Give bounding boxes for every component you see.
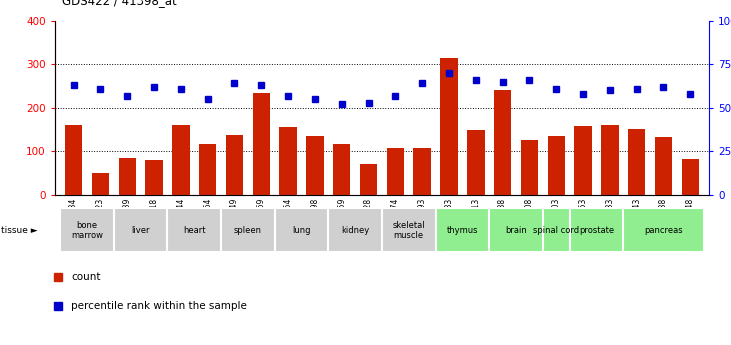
Text: GDS422 / 41398_at: GDS422 / 41398_at <box>62 0 177 7</box>
Bar <box>118 158 136 195</box>
FancyBboxPatch shape <box>114 208 167 252</box>
Bar <box>91 173 109 195</box>
Bar <box>253 92 270 195</box>
Text: heart: heart <box>183 226 205 235</box>
Text: tissue ►: tissue ► <box>1 226 37 235</box>
Text: thymus: thymus <box>447 226 478 235</box>
Bar <box>360 164 377 195</box>
Bar <box>226 135 243 195</box>
Bar <box>279 127 297 195</box>
FancyBboxPatch shape <box>275 208 328 252</box>
FancyBboxPatch shape <box>436 208 489 252</box>
Bar <box>414 148 431 195</box>
Bar <box>306 136 324 195</box>
Text: brain: brain <box>505 226 527 235</box>
Text: skeletal
muscle: skeletal muscle <box>393 220 425 240</box>
Bar <box>681 159 699 195</box>
Text: percentile rank within the sample: percentile rank within the sample <box>71 301 247 311</box>
FancyBboxPatch shape <box>489 208 543 252</box>
Text: bone
marrow: bone marrow <box>71 220 103 240</box>
Bar <box>575 126 592 195</box>
Text: pancreas: pancreas <box>644 226 683 235</box>
Text: prostate: prostate <box>579 226 614 235</box>
Bar <box>65 125 83 195</box>
Bar <box>199 144 216 195</box>
Bar <box>520 140 538 195</box>
Bar <box>333 144 350 195</box>
FancyBboxPatch shape <box>221 208 275 252</box>
Bar <box>387 148 404 195</box>
Bar <box>655 137 673 195</box>
FancyBboxPatch shape <box>382 208 436 252</box>
Bar <box>172 125 189 195</box>
FancyBboxPatch shape <box>167 208 221 252</box>
Text: spinal cord: spinal cord <box>533 226 579 235</box>
FancyBboxPatch shape <box>543 208 569 252</box>
Text: count: count <box>71 272 101 282</box>
FancyBboxPatch shape <box>569 208 624 252</box>
Bar <box>628 129 645 195</box>
Bar <box>467 130 485 195</box>
Text: liver: liver <box>132 226 150 235</box>
FancyBboxPatch shape <box>60 208 114 252</box>
Text: spleen: spleen <box>234 226 262 235</box>
Bar <box>548 136 565 195</box>
Bar <box>601 125 618 195</box>
Text: kidney: kidney <box>341 226 369 235</box>
Bar <box>494 90 511 195</box>
Bar <box>440 58 458 195</box>
Bar <box>145 160 163 195</box>
Text: lung: lung <box>292 226 311 235</box>
FancyBboxPatch shape <box>624 208 704 252</box>
FancyBboxPatch shape <box>328 208 382 252</box>
